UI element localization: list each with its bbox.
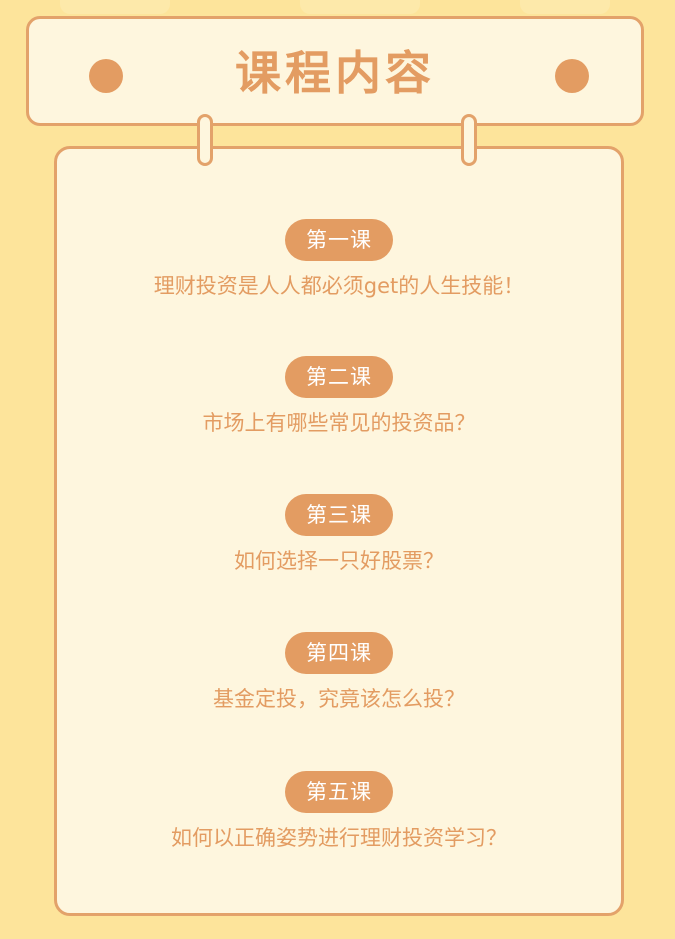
course-list-card: 第一课 理财投资是人人都必须get的人生技能！ 第二课 市场上有哪些常见的投资品… bbox=[54, 146, 624, 916]
decorative-dot-icon bbox=[89, 59, 123, 93]
lesson-description: 如何以正确姿势进行理财投资学习？ bbox=[171, 826, 507, 850]
page-title: 课程内容 bbox=[235, 46, 435, 100]
lesson-description: 基金定投，究竟该怎么投？ bbox=[213, 687, 465, 711]
background-stripe bbox=[300, 0, 420, 14]
lesson-badge: 第四课 bbox=[285, 632, 393, 674]
header-banner: 课程内容 bbox=[26, 16, 644, 126]
hanger-connector bbox=[197, 114, 213, 166]
hanger-connector bbox=[461, 114, 477, 166]
lesson-item-3: 第三课 如何选择一只好股票？ bbox=[57, 494, 621, 576]
lesson-item-2: 第二课 市场上有哪些常见的投资品？ bbox=[57, 356, 621, 438]
lesson-badge: 第一课 bbox=[285, 219, 393, 261]
lesson-badge: 第三课 bbox=[285, 494, 393, 536]
lesson-item-5: 第五课 如何以正确姿势进行理财投资学习？ bbox=[57, 771, 621, 853]
lesson-badge: 第五课 bbox=[285, 771, 393, 813]
lesson-description: 理财投资是人人都必须get的人生技能！ bbox=[153, 274, 525, 298]
lesson-description: 如何选择一只好股票？ bbox=[234, 549, 444, 573]
lesson-item-4: 第四课 基金定投，究竟该怎么投？ bbox=[57, 632, 621, 714]
lesson-description: 市场上有哪些常见的投资品？ bbox=[202, 411, 476, 435]
lesson-badge: 第二课 bbox=[285, 356, 393, 398]
background-stripe bbox=[520, 0, 610, 14]
decorative-dot-icon bbox=[555, 59, 589, 93]
background-stripe bbox=[60, 0, 170, 14]
lesson-item-1: 第一课 理财投资是人人都必须get的人生技能！ bbox=[57, 219, 621, 301]
